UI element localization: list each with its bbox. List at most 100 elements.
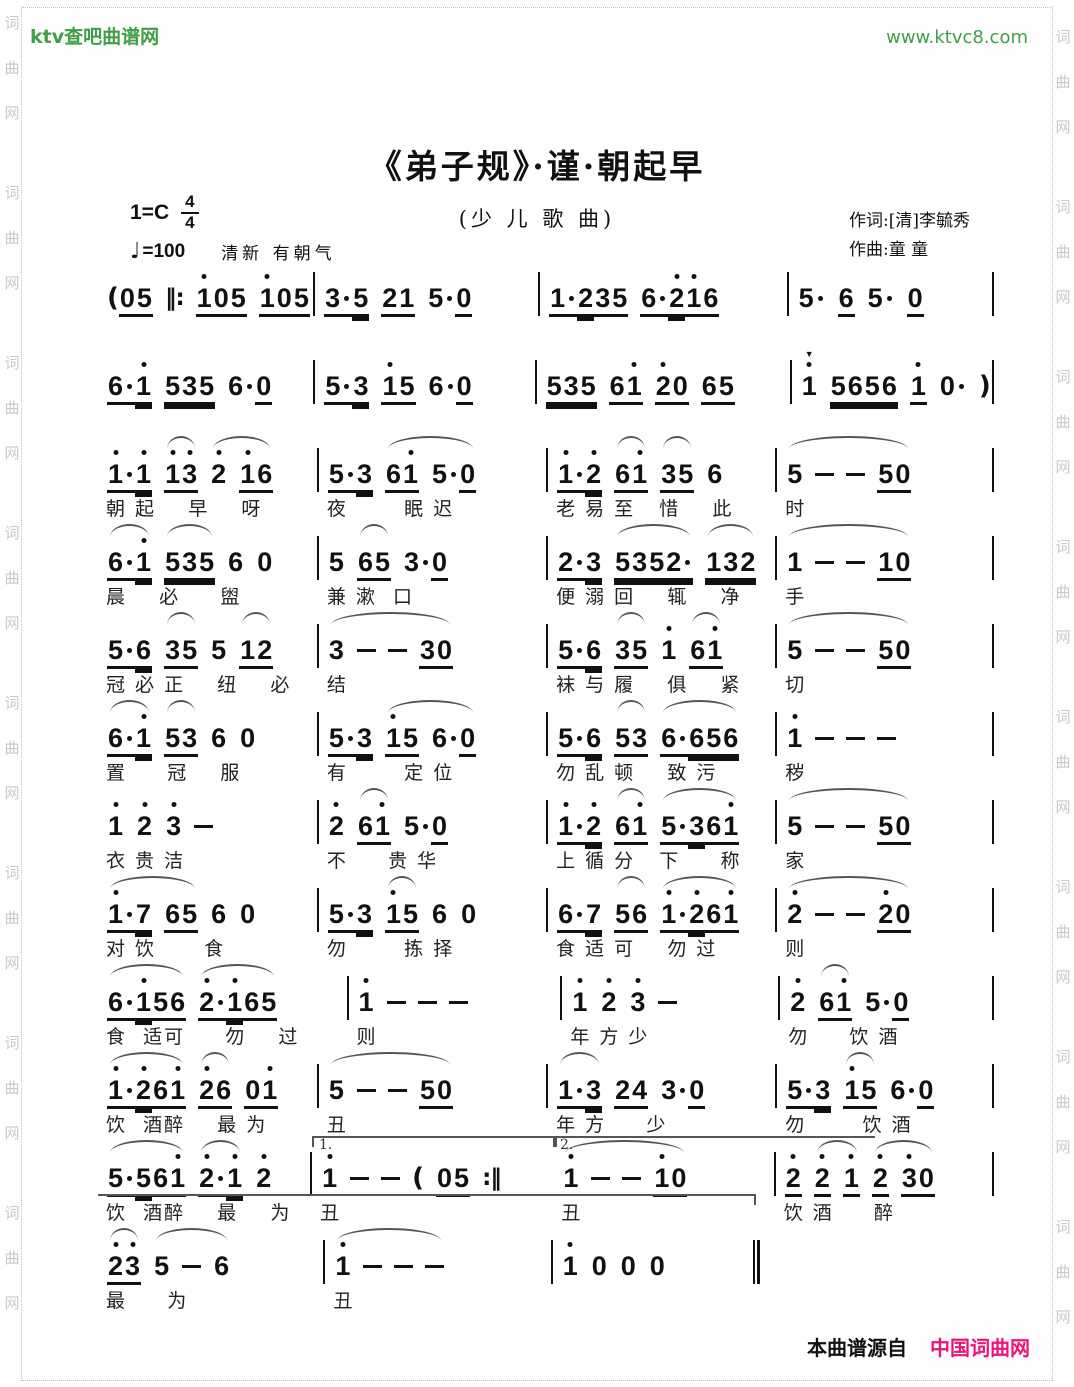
note-group	[877, 737, 897, 754]
lyric-line: 老 易 至 惜 此	[556, 498, 734, 518]
note-group: 5	[153, 1250, 170, 1282]
note: 0	[918, 1074, 934, 1105]
note: 5	[165, 546, 181, 577]
rhythm-dot	[345, 458, 356, 490]
lyric-line: 年 方 少	[556, 1114, 668, 1134]
footer-prefix: 本曲谱源自	[807, 1336, 908, 1360]
note: 5	[878, 634, 894, 665]
note: 5	[325, 370, 341, 401]
watermark-char: 曲	[1055, 923, 1071, 941]
octave-dot-icon	[379, 802, 385, 807]
watermark-char: 词	[1055, 1048, 1071, 1066]
slur	[110, 1140, 183, 1153]
note: 5	[632, 634, 648, 665]
barline	[560, 976, 563, 1020]
note-group	[658, 1001, 678, 1018]
note-group: 5	[786, 634, 803, 666]
slur	[359, 788, 388, 801]
octave-dot-icon	[712, 626, 718, 631]
note: 5	[678, 458, 694, 489]
note: 7	[136, 898, 152, 929]
watermark-char: 曲	[1055, 583, 1071, 601]
octave-dot-icon	[674, 274, 680, 279]
note-group: 1	[562, 1154, 579, 1194]
note: 6	[153, 1162, 169, 1193]
octave-dot-icon	[340, 1242, 346, 1247]
slur	[789, 612, 909, 625]
note: 1	[787, 546, 803, 577]
note-group	[381, 1177, 401, 1194]
octave-dot-icon	[841, 978, 847, 983]
slur	[330, 1052, 450, 1065]
note: 1	[706, 626, 723, 666]
octave-dot-icon	[906, 1154, 912, 1159]
note: 5	[615, 546, 631, 577]
note: 6	[706, 810, 722, 841]
octave-dot-icon	[141, 538, 147, 543]
note-group: 6	[431, 898, 448, 930]
watermark-char: 词	[1055, 708, 1071, 726]
note: 2	[328, 802, 345, 842]
note: 5	[787, 634, 803, 665]
barline	[550, 1240, 553, 1284]
note: 6	[216, 1074, 232, 1105]
note-group: 0	[591, 1250, 608, 1282]
note: 3	[632, 546, 648, 577]
dash-note	[815, 561, 835, 564]
octave-dot-icon	[113, 450, 119, 455]
paren: )	[978, 371, 991, 401]
note: 5	[399, 370, 415, 401]
octave-dot-icon	[563, 802, 569, 807]
note-group: 6	[210, 898, 227, 930]
note: 1	[706, 546, 722, 577]
note: 2	[578, 282, 594, 313]
note-group	[846, 913, 866, 930]
note: 1	[571, 978, 588, 1018]
dotted-border-left	[21, 6, 22, 1381]
octave-dot-icon	[232, 978, 238, 983]
note: 3	[595, 282, 611, 313]
barline	[992, 536, 995, 580]
watermark-char: 网	[1055, 1308, 1071, 1326]
note: 2	[872, 1154, 889, 1194]
note: 3	[356, 458, 372, 489]
dash-note	[815, 825, 835, 828]
lyric-line: 家	[785, 850, 807, 870]
lyric-line: 便 溺 回 辄 净	[556, 586, 742, 606]
note-group: (	[412, 1162, 424, 1194]
octave-dot-icon	[577, 978, 583, 983]
rhythm-dot	[884, 282, 895, 314]
dash-note	[417, 1001, 437, 1004]
note: 1	[786, 714, 803, 754]
note: 1	[226, 1154, 243, 1194]
octave-dot-icon	[264, 274, 270, 279]
note: 3	[632, 722, 648, 753]
slur	[242, 612, 270, 625]
barline	[775, 800, 778, 844]
note: 1	[381, 362, 398, 402]
note: 3	[661, 1074, 677, 1105]
